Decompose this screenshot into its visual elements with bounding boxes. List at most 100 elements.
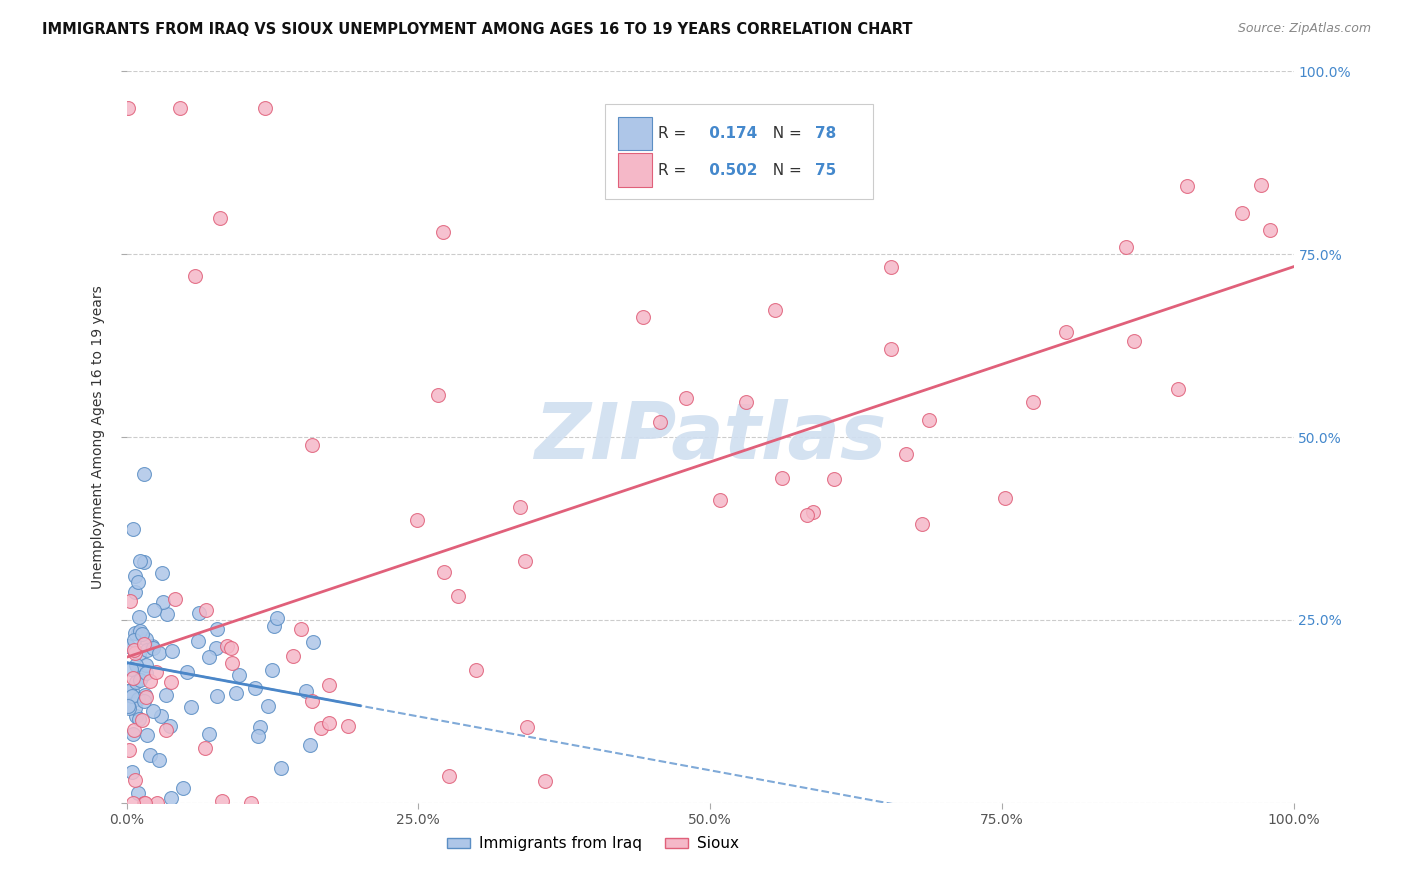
Point (142, 640, 165, 655)
Point (139, 673, 162, 688)
Point (121, 727, 143, 741)
Point (239, 796, 262, 810)
Point (121, 690, 143, 704)
Point (129, 624, 152, 639)
FancyBboxPatch shape (617, 153, 652, 187)
Point (142, 704, 165, 718)
Text: ZIPatlas: ZIPatlas (534, 399, 886, 475)
Legend: Immigrants from Iraq, Sioux: Immigrants from Iraq, Sioux (441, 830, 745, 857)
Point (217, 640, 239, 654)
Y-axis label: Unemployment Among Ages 16 to 19 years: Unemployment Among Ages 16 to 19 years (91, 285, 105, 589)
Point (135, 690, 157, 705)
Point (122, 643, 145, 657)
Point (823, 472, 845, 486)
Point (117, 639, 139, 653)
Point (1022, 395, 1045, 409)
Point (117, 684, 139, 698)
Point (257, 698, 280, 713)
Point (150, 566, 173, 580)
Point (910, 516, 932, 531)
Point (122, 632, 145, 647)
Point (122, 723, 145, 737)
Point (160, 791, 183, 805)
Point (221, 656, 243, 670)
Point (127, 692, 149, 706)
Point (139, 748, 162, 763)
Point (290, 622, 312, 636)
Point (406, 513, 429, 527)
Point (318, 716, 340, 731)
Point (246, 729, 269, 743)
Point (155, 723, 177, 738)
Point (120, 662, 142, 676)
Point (734, 395, 756, 409)
Point (225, 686, 247, 700)
Point (266, 610, 288, 624)
Point (135, 657, 157, 672)
Point (187, 634, 209, 648)
Point (121, 765, 143, 780)
Point (207, 689, 229, 703)
Point (516, 720, 538, 734)
Point (770, 471, 793, 485)
Point (125, 657, 148, 672)
Point (249, 720, 271, 734)
Point (198, 727, 221, 741)
Point (125, 708, 148, 723)
Point (254, 101, 277, 115)
Point (184, 269, 207, 284)
Point (228, 668, 250, 682)
Point (124, 625, 146, 640)
Point (1177, 179, 1199, 194)
Point (243, 681, 266, 696)
Point (318, 678, 340, 692)
Point (131, 713, 153, 727)
Point (880, 260, 903, 274)
Point (131, 669, 153, 683)
Point (465, 663, 488, 677)
Point (295, 684, 318, 698)
Point (124, 772, 146, 787)
Point (135, 666, 157, 681)
Point (631, 310, 654, 324)
Point (135, 632, 157, 646)
Text: 78: 78 (815, 126, 837, 141)
Point (1122, 334, 1144, 349)
Point (159, 719, 181, 733)
Point (515, 554, 537, 568)
Text: 0.502: 0.502 (704, 162, 758, 178)
Point (165, 592, 187, 607)
Point (134, 637, 156, 651)
Point (194, 741, 217, 756)
Point (146, 796, 169, 810)
Text: N =: N = (762, 126, 806, 141)
Point (132, 694, 155, 708)
Point (427, 387, 450, 401)
Point (118, 683, 141, 698)
Text: R =: R = (658, 162, 690, 178)
Point (131, 626, 153, 640)
Point (763, 302, 786, 317)
Point (301, 694, 323, 708)
Text: IMMIGRANTS FROM IRAQ VS SIOUX UNEMPLOYMENT AMONG AGES 16 TO 19 YEARS CORRELATION: IMMIGRANTS FROM IRAQ VS SIOUX UNEMPLOYME… (42, 22, 912, 37)
Point (134, 796, 156, 810)
Point (152, 595, 174, 609)
Point (128, 610, 150, 624)
Point (118, 743, 141, 757)
Point (135, 643, 157, 657)
Point (141, 639, 163, 653)
Point (675, 391, 697, 405)
Point (172, 781, 194, 796)
Point (534, 773, 557, 788)
Point (1230, 206, 1253, 220)
Point (124, 646, 146, 660)
Point (648, 416, 671, 430)
Point (433, 565, 456, 579)
Point (918, 413, 941, 427)
Point (121, 671, 143, 685)
Point (299, 738, 322, 752)
Point (880, 343, 903, 357)
Point (198, 650, 221, 665)
Point (262, 663, 284, 677)
Point (447, 589, 470, 603)
